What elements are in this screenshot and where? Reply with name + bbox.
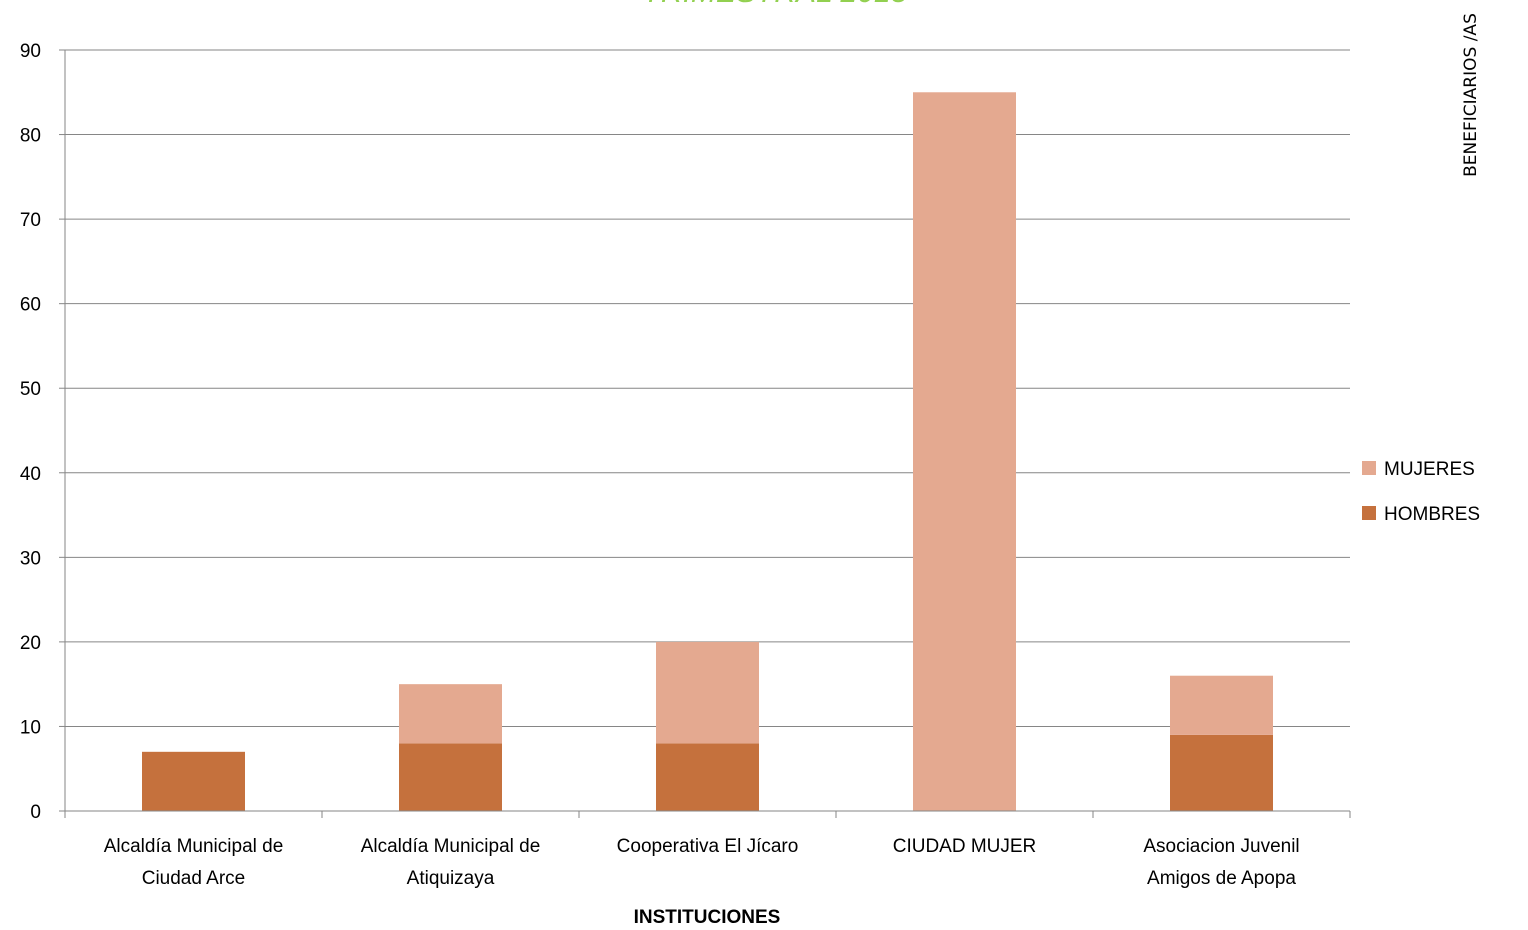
y-tick-label: 50	[20, 379, 41, 400]
x-axis-label: INSTITUCIONES	[634, 907, 781, 928]
y-tick-label: 80	[20, 126, 41, 147]
legend-swatch-hombres	[1362, 506, 1376, 520]
bar-hombres	[1170, 734, 1273, 811]
legend-label-mujeres: MUJERES	[1384, 459, 1475, 480]
x-tick-label: CIUDAD MUJER	[893, 836, 1037, 857]
x-tick-label: Asociacion Juvenil	[1143, 836, 1299, 857]
bars	[142, 92, 1273, 812]
x-tick-labels: Alcaldía Municipal de Ciudad Arce Alcaldía…	[104, 836, 1300, 889]
x-tick-label: Alcaldía Municipal de	[104, 836, 284, 857]
x-tick-label: Atiquizaya	[407, 868, 495, 889]
y-tick-label: 70	[20, 210, 41, 231]
y-tick-label: 40	[20, 464, 41, 485]
x-tick-label: Amigos de Apopa	[1147, 868, 1296, 889]
chart-title: TRIMESTRAL 2015	[643, 0, 908, 9]
bar-hombres	[656, 743, 759, 811]
x-tick-label: Cooperativa El Jícaro	[617, 836, 799, 857]
bar-hombres	[142, 751, 245, 811]
gridlines	[59, 49, 1351, 818]
bar-mujeres	[399, 684, 502, 744]
y-tick-label: 10	[20, 717, 41, 738]
y-tick-label: 0	[30, 802, 41, 823]
legend-swatch-mujeres	[1362, 461, 1376, 475]
legend: MUJERES HOMBRES	[1362, 459, 1480, 525]
bar-mujeres	[1170, 675, 1273, 735]
x-tick-label: Alcaldía Municipal de	[361, 836, 541, 857]
legend-label-hombres: HOMBRES	[1384, 504, 1480, 525]
axes	[64, 50, 1350, 812]
y-tick-label: 60	[20, 295, 41, 316]
y-tick-label: 30	[20, 548, 41, 569]
y-tick-labels: 0 10 20 30 40 50 60 70 80 90	[20, 41, 41, 823]
y-tick-label: 90	[20, 41, 41, 62]
bar-mujeres	[913, 92, 1016, 812]
x-tick-label: Ciudad Arce	[142, 868, 246, 889]
y-axis-label: BENEFICIARIOS /AS	[1461, 13, 1481, 177]
bar-mujeres	[656, 641, 759, 744]
bar-hombres	[399, 743, 502, 811]
y-tick-label: 20	[20, 633, 41, 654]
